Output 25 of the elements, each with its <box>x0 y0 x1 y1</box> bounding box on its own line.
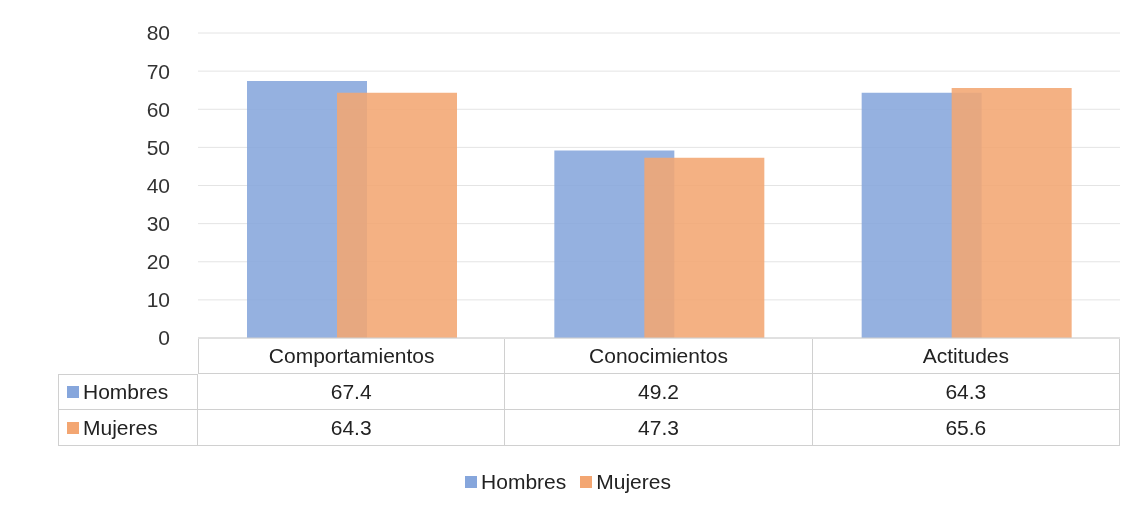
data-label: 64.3 <box>812 374 1120 410</box>
y-tick-label: 30 <box>146 212 170 236</box>
y-tick-label: 40 <box>146 173 170 197</box>
x-tick-label: Conocimientos <box>505 339 813 374</box>
y-tick-label: 50 <box>146 135 170 159</box>
x-tick-label: Comportamientos <box>198 339 506 374</box>
y-tick-label: 60 <box>146 97 170 121</box>
legend-label: Mujeres <box>595 470 671 494</box>
data-label: 67.4 <box>198 374 506 410</box>
x-tick-label: Actitudes <box>812 339 1120 374</box>
text: Hombres <box>481 470 567 493</box>
bar <box>951 87 1072 338</box>
y-tick-label: 20 <box>146 250 170 274</box>
data-label: 47.3 <box>505 410 813 446</box>
y-tick-label: 70 <box>146 59 170 83</box>
data-label: 49.2 <box>505 374 813 410</box>
data-label: 64.3 <box>198 410 506 446</box>
y-tick-label: 0 <box>158 326 170 350</box>
data-label: 65.6 <box>812 410 1120 446</box>
y-tick-label: 80 <box>146 21 170 45</box>
bar <box>644 157 765 338</box>
y-tick-label: 10 <box>146 288 170 312</box>
legend-label: Hombres <box>58 374 198 410</box>
bar <box>337 92 457 338</box>
text: Mujeres <box>83 415 158 439</box>
